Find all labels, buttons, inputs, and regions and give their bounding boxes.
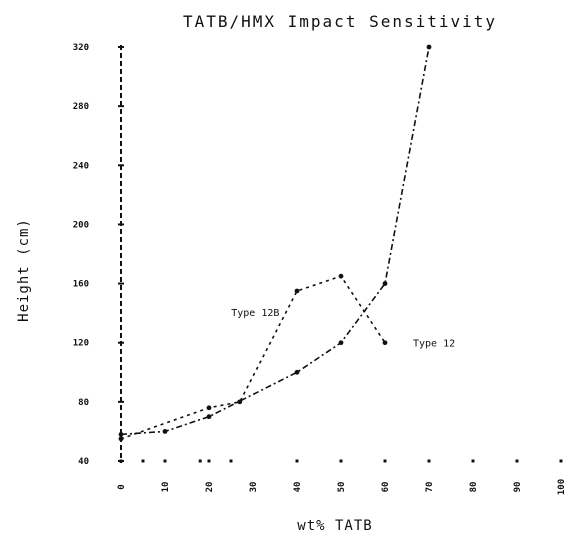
data-point bbox=[294, 369, 300, 375]
x-tick-label: 10 bbox=[161, 482, 171, 493]
baseline-dot bbox=[163, 459, 167, 463]
data-point bbox=[118, 431, 124, 437]
y-tick-labels: 40 80 120 160 200 240 280 320 bbox=[73, 43, 124, 467]
y-tick-label: 40 bbox=[78, 457, 89, 467]
x-tick-label: 20 bbox=[205, 482, 215, 493]
baseline-dot bbox=[207, 459, 211, 463]
y-tick-label: 240 bbox=[73, 161, 89, 171]
data-point bbox=[426, 44, 432, 50]
x-tick-label: 60 bbox=[381, 482, 391, 493]
baseline-dot bbox=[119, 459, 123, 463]
series-label: Type 12 bbox=[413, 339, 455, 350]
chart-title: TATB/HMX Impact Sensitivity bbox=[183, 12, 497, 31]
y-tick-label: 320 bbox=[73, 43, 89, 53]
x-tick-label: 50 bbox=[337, 482, 347, 493]
y-tick-label: 200 bbox=[73, 220, 89, 230]
x-tick-label: 80 bbox=[469, 482, 479, 493]
baseline-dot bbox=[515, 459, 519, 463]
baseline-dot bbox=[427, 459, 431, 463]
y-tick-label: 80 bbox=[78, 398, 89, 408]
series-label: Type 12B bbox=[231, 308, 279, 319]
baseline-dot bbox=[229, 459, 233, 463]
x-tick-label: 70 bbox=[425, 482, 435, 493]
data-point bbox=[338, 273, 344, 279]
data-point bbox=[162, 429, 168, 434]
data-point bbox=[237, 399, 243, 405]
x-tick-label: 100 bbox=[557, 479, 567, 495]
data-point bbox=[382, 281, 388, 286]
y-tick-label: 280 bbox=[73, 102, 89, 112]
baseline-dot bbox=[339, 459, 343, 463]
series-line bbox=[120, 275, 386, 440]
series-line bbox=[120, 46, 430, 436]
data-point bbox=[294, 288, 300, 294]
baseline-dot bbox=[295, 459, 299, 463]
x-tick-label: 30 bbox=[249, 482, 259, 493]
x-tick-label: 90 bbox=[513, 482, 523, 493]
data-point bbox=[206, 414, 212, 420]
baseline-dots bbox=[119, 459, 563, 463]
baseline-dot bbox=[559, 459, 563, 463]
y-axis-label: Height (cm) bbox=[16, 218, 32, 322]
y-tick-label: 160 bbox=[73, 280, 89, 290]
x-tick-labels: 0 10 20 30 40 50 60 70 80 90 100 bbox=[117, 479, 567, 495]
data-point bbox=[118, 436, 124, 442]
baseline-dot bbox=[383, 459, 387, 463]
series-labels: Type 12 Type 12B bbox=[231, 308, 455, 350]
x-tick-label: 0 bbox=[117, 484, 127, 489]
data-point bbox=[382, 340, 388, 346]
baseline-dot bbox=[141, 459, 145, 463]
series-layer bbox=[118, 44, 432, 442]
y-tick-label: 120 bbox=[73, 339, 89, 349]
x-axis-label: wt% TATB bbox=[297, 518, 372, 534]
data-point bbox=[206, 405, 212, 411]
x-tick-label: 40 bbox=[293, 482, 303, 493]
baseline-dot bbox=[198, 459, 202, 463]
baseline-dot bbox=[471, 459, 475, 463]
data-point bbox=[338, 340, 344, 346]
